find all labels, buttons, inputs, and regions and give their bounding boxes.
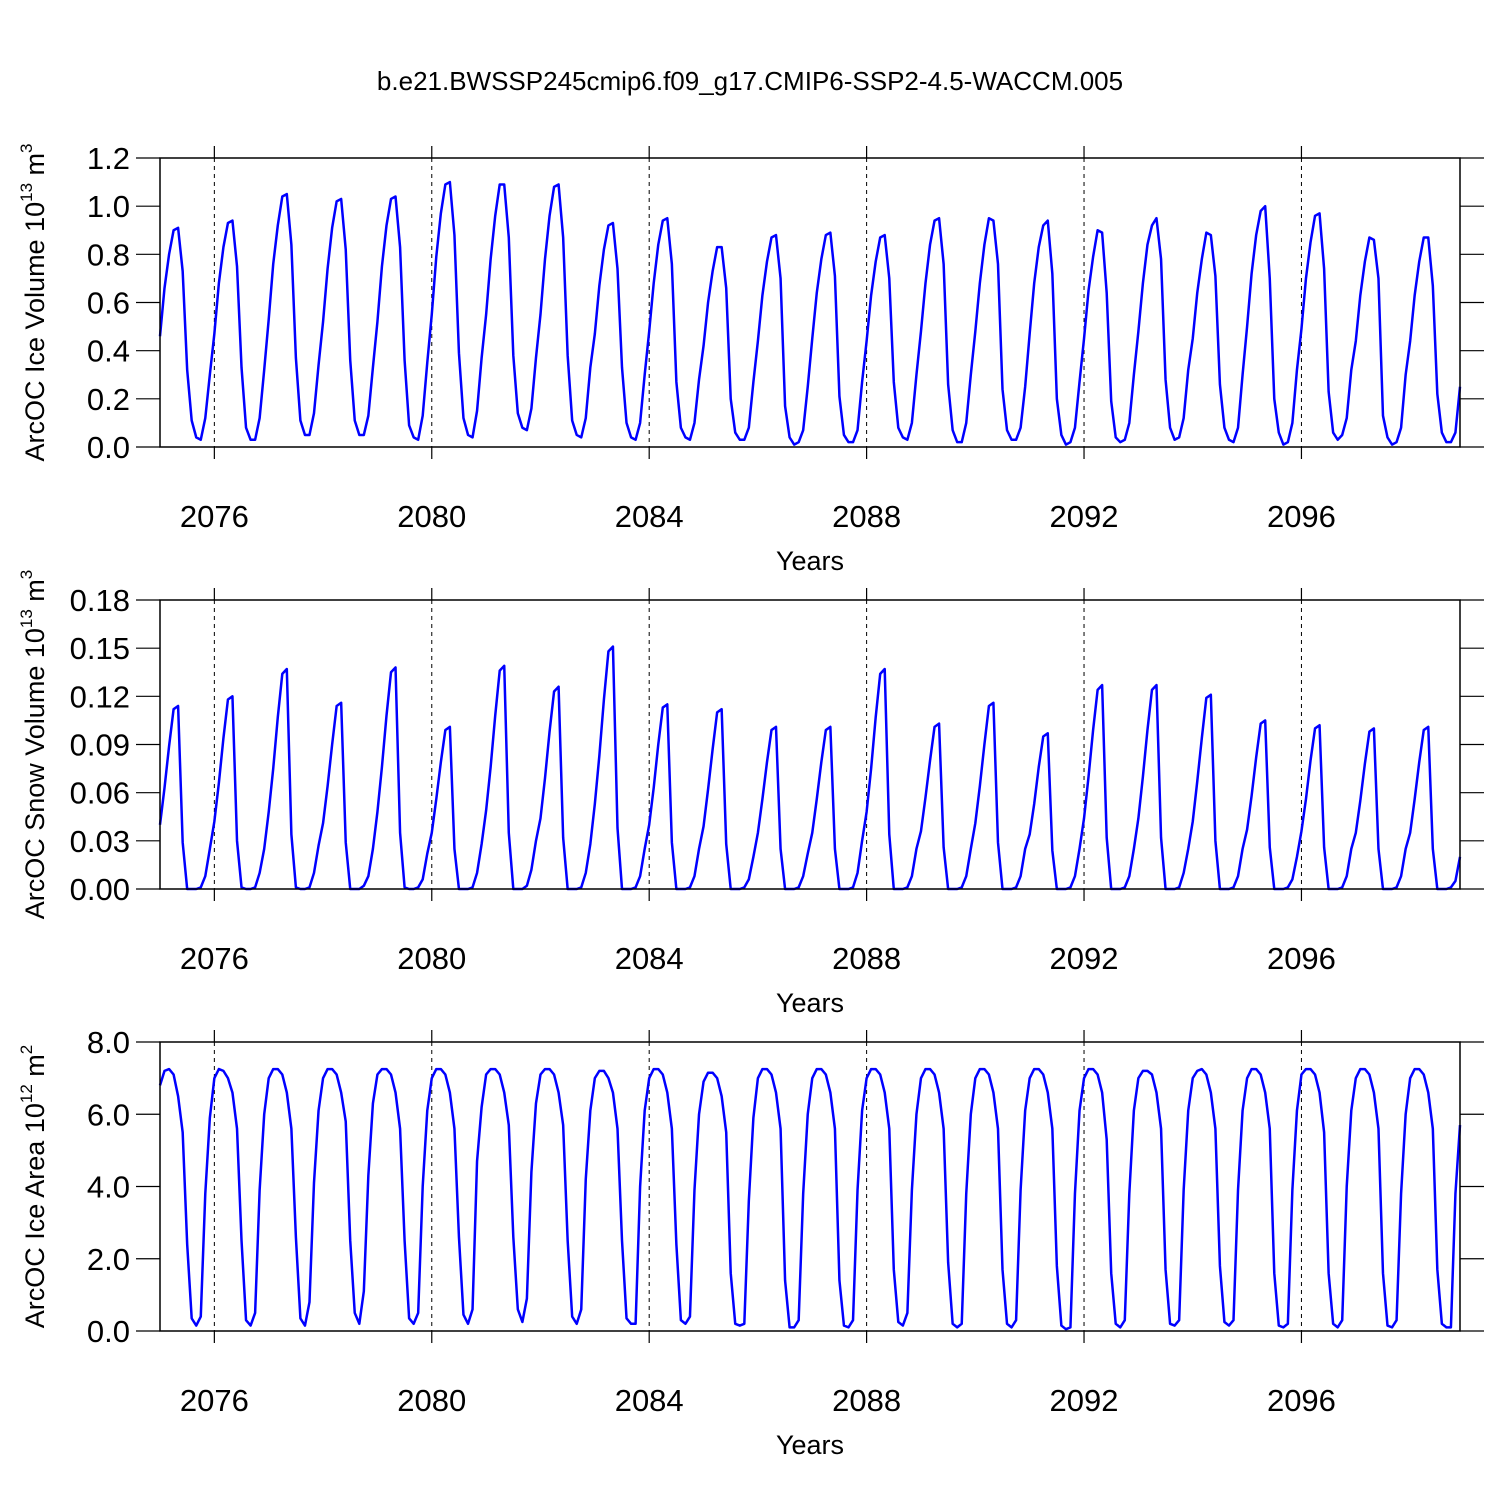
y-tick-label: 0.2 xyxy=(87,382,130,417)
x-tick-label: 2096 xyxy=(1267,499,1336,534)
data-line xyxy=(158,1067,1462,1331)
x-tick-label: 2080 xyxy=(397,1383,466,1418)
y-tick-label: 2.0 xyxy=(87,1242,130,1277)
x-axis-label: Years xyxy=(776,1430,844,1460)
y-tick-label: 8.0 xyxy=(87,1025,130,1060)
y-axis-label-part: 13 xyxy=(17,183,36,202)
x-tick-label: 2076 xyxy=(180,941,249,976)
y-axis-label-part: 2 xyxy=(17,1045,36,1054)
x-tick-label: 2076 xyxy=(180,499,249,534)
x-tick-label: 2092 xyxy=(1050,499,1119,534)
y-tick-label: 0.15 xyxy=(70,631,130,666)
y-tick-label: 1.2 xyxy=(87,141,130,176)
plot-frame xyxy=(159,599,1461,890)
x-axis-label: Years xyxy=(776,988,844,1018)
plot-frame xyxy=(159,157,1461,448)
y-tick-label: 0.18 xyxy=(70,583,130,618)
x-tick-label: 2084 xyxy=(615,499,684,534)
x-tick-label: 2092 xyxy=(1050,1383,1119,1418)
x-tick-label: 2080 xyxy=(397,499,466,534)
data-line xyxy=(158,180,1462,446)
y-axis-label-part: m xyxy=(20,1054,50,1084)
figure-title: b.e21.BWSSP245cmip6.f09_g17.CMIP6-SSP2-4… xyxy=(377,66,1123,96)
x-tick-label: 2076 xyxy=(180,1383,249,1418)
y-tick-label: 0.0 xyxy=(87,430,130,465)
y-axis-label-part: ArcOC Snow Volume 10 xyxy=(20,628,50,919)
x-tick-label: 2092 xyxy=(1050,941,1119,976)
x-tick-label: 2084 xyxy=(615,1383,684,1418)
y-axis-label-part: 13 xyxy=(17,609,36,628)
y-tick-label: 6.0 xyxy=(87,1097,130,1132)
y-tick-label: 4.0 xyxy=(87,1170,130,1205)
y-axis-label-part: 12 xyxy=(17,1084,36,1103)
x-tick-label: 2084 xyxy=(615,941,684,976)
y-axis-label-part: 3 xyxy=(17,570,36,579)
y-axis-label: ArcOC Ice Volume 1013 m3 xyxy=(17,143,50,461)
y-axis-label: ArcOC Ice Area 1012 m2 xyxy=(17,1045,50,1329)
y-axis-label-part: m xyxy=(20,153,50,183)
y-axis-label-part: ArcOC Ice Volume 10 xyxy=(20,202,50,462)
x-tick-label: 2088 xyxy=(832,1383,901,1418)
y-tick-label: 0.0 xyxy=(87,1314,130,1349)
y-tick-label: 0.03 xyxy=(70,824,130,859)
x-tick-label: 2096 xyxy=(1267,1383,1336,1418)
x-tick-label: 2088 xyxy=(832,941,901,976)
y-tick-label: 0.6 xyxy=(87,286,130,321)
y-axis-label: ArcOC Snow Volume 1013 m3 xyxy=(17,570,50,920)
plot-frame xyxy=(159,1041,1461,1332)
x-axis-label: Years xyxy=(776,546,844,576)
x-tick-label: 2088 xyxy=(832,499,901,534)
y-tick-label: 0.06 xyxy=(70,776,130,811)
y-tick-label: 1.0 xyxy=(87,189,130,224)
y-tick-label: 0.4 xyxy=(87,334,130,369)
y-tick-label: 0.12 xyxy=(70,679,130,714)
y-axis-label-part: m xyxy=(20,579,50,609)
x-tick-label: 2096 xyxy=(1267,941,1336,976)
y-axis-label-part: ArcOC Ice Area 10 xyxy=(20,1103,50,1328)
y-tick-label: 0.09 xyxy=(70,728,130,763)
x-tick-label: 2080 xyxy=(397,941,466,976)
y-tick-label: 0.8 xyxy=(87,237,130,272)
y-axis-label-part: 3 xyxy=(17,143,36,152)
y-tick-label: 0.00 xyxy=(70,872,130,907)
data-line xyxy=(158,645,1462,891)
